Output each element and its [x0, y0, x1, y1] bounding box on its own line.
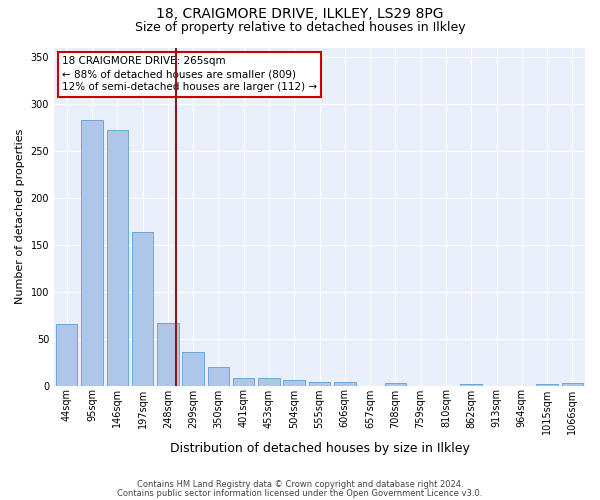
Bar [385, 382, 406, 386]
Bar [334, 382, 356, 386]
Bar [536, 384, 558, 386]
Text: Contains public sector information licensed under the Open Government Licence v3: Contains public sector information licen… [118, 489, 482, 498]
Bar [56, 324, 77, 386]
Text: 18 CRAIGMORE DRIVE: 265sqm
← 88% of detached houses are smaller (809)
12% of sem: 18 CRAIGMORE DRIVE: 265sqm ← 88% of deta… [62, 56, 317, 92]
Text: Contains HM Land Registry data © Crown copyright and database right 2024.: Contains HM Land Registry data © Crown c… [137, 480, 463, 489]
Bar [107, 130, 128, 386]
Y-axis label: Number of detached properties: Number of detached properties [15, 129, 25, 304]
Bar [460, 384, 482, 386]
X-axis label: Distribution of detached houses by size in Ilkley: Distribution of detached houses by size … [170, 442, 469, 455]
Bar [309, 382, 330, 386]
Text: Size of property relative to detached houses in Ilkley: Size of property relative to detached ho… [134, 21, 466, 34]
Bar [283, 380, 305, 386]
Bar [81, 120, 103, 386]
Bar [562, 382, 583, 386]
Text: 18, CRAIGMORE DRIVE, ILKLEY, LS29 8PG: 18, CRAIGMORE DRIVE, ILKLEY, LS29 8PG [156, 8, 444, 22]
Bar [157, 322, 179, 386]
Bar [182, 352, 204, 386]
Bar [258, 378, 280, 386]
Bar [233, 378, 254, 386]
Bar [208, 366, 229, 386]
Bar [132, 232, 153, 386]
